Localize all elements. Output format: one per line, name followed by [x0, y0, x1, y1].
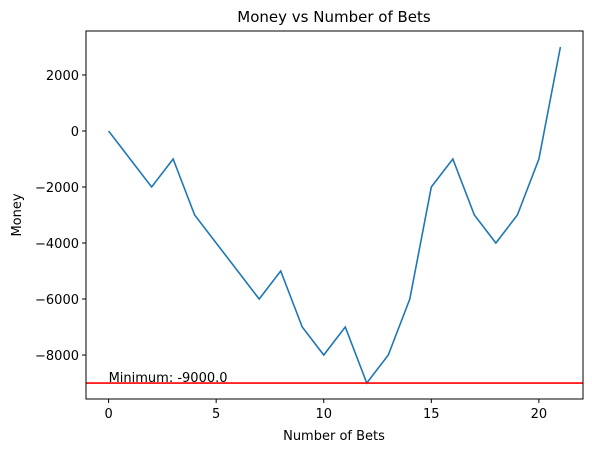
chart-title: Money vs Number of Bets: [237, 8, 431, 26]
annotation: Minimum: -9000.0: [109, 371, 228, 386]
y-axis-label: Money: [10, 193, 25, 236]
y-tick-label: −2000: [35, 181, 79, 196]
y-tick-label: −6000: [35, 293, 79, 308]
x-axis-label: Number of Bets: [283, 429, 385, 444]
x-tick-label: 20: [531, 407, 548, 422]
x-tick-label: 5: [212, 407, 220, 422]
y-tick-label: −8000: [35, 349, 79, 364]
y-tick-label: 0: [71, 125, 79, 140]
y-tick-label: 2000: [46, 69, 79, 84]
x-tick-label: 15: [423, 407, 440, 422]
plot-frame: [85, 30, 584, 400]
x-tick-label: 10: [315, 407, 332, 422]
y-tick-label: −4000: [35, 237, 79, 252]
line: [107, 46, 562, 385]
x-tick-label: 0: [104, 407, 112, 422]
